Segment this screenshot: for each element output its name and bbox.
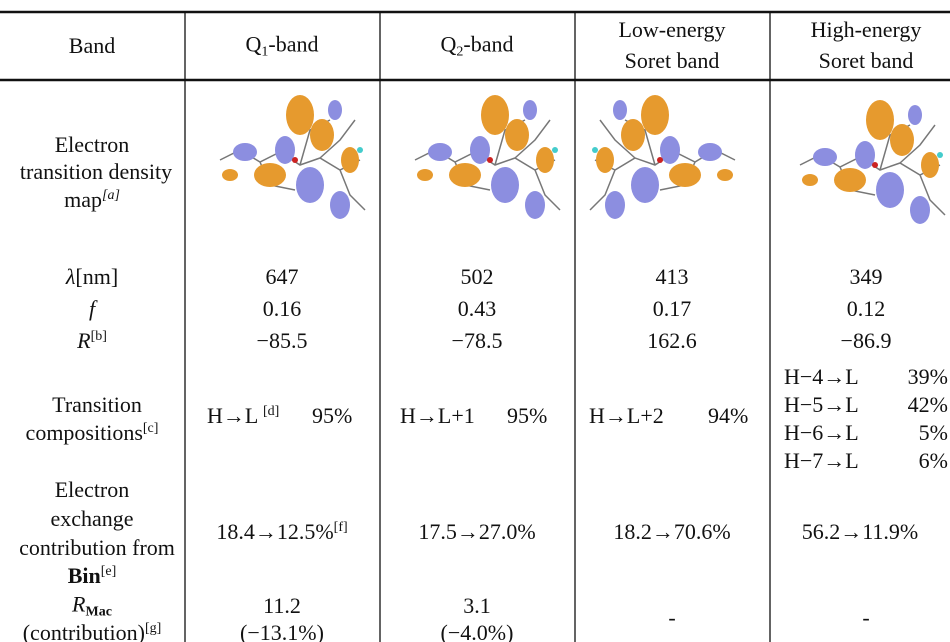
cell: 0.12 [847, 296, 886, 322]
cell: H−6→L [784, 420, 859, 446]
cell: 6% [919, 448, 948, 474]
row-label: (contribution)[g] [23, 620, 162, 642]
row-label: Transition [52, 392, 142, 418]
header-cell: Q1-band [246, 32, 319, 61]
cell: −85.5 [257, 328, 308, 354]
cell: 95% [507, 403, 547, 429]
row-label: transition density [20, 159, 172, 185]
header-cell: Soret band [625, 48, 720, 74]
cell: 5% [919, 420, 948, 446]
cell: 56.2→11.9% [802, 519, 919, 545]
density-map [800, 100, 945, 224]
row-label: λ[nm] [66, 264, 118, 290]
density-map [590, 95, 735, 219]
cell: 11.2 [263, 593, 301, 619]
cell: 349 [850, 264, 883, 290]
cell: H→L+1 [400, 403, 475, 429]
row-label: R[b] [77, 328, 107, 354]
header-cell: Band [69, 33, 115, 59]
cell: 0.16 [263, 296, 302, 322]
cell: H→L+2 [589, 403, 664, 429]
cell: (−4.0%) [441, 620, 514, 642]
row-label: Electron [55, 132, 130, 158]
cell: - [668, 605, 675, 631]
cell: H→L [d] [207, 403, 279, 429]
header-cell: Soret band [819, 48, 914, 74]
row-label: Bin[e] [68, 563, 117, 589]
row-label: compositions[c] [26, 420, 159, 446]
header-cell: Low-energy [618, 17, 725, 43]
density-map [415, 95, 560, 219]
cell: (−13.1%) [240, 620, 324, 642]
cell: −78.5 [452, 328, 503, 354]
cell: H−4→L [784, 364, 859, 390]
row-label: contribution from [19, 535, 175, 561]
row-label: map[a] [64, 187, 120, 213]
cell: 0.43 [458, 296, 497, 322]
cell: 3.1 [463, 593, 491, 619]
column-rules [185, 12, 770, 642]
cell: 18.4→12.5%[f] [216, 519, 347, 545]
cell: 162.6 [647, 328, 697, 354]
cell: 42% [908, 392, 948, 418]
row-label: RMac [72, 592, 112, 621]
cell: H−7→L [784, 448, 859, 474]
cell: - [862, 605, 869, 631]
cell: 502 [461, 264, 494, 290]
row-label: Electron [55, 477, 130, 503]
cell: 17.5→27.0% [418, 519, 535, 545]
cell: 18.2→70.6% [613, 519, 730, 545]
cell: 647 [266, 264, 299, 290]
cell: 39% [908, 364, 948, 390]
cell: 0.17 [653, 296, 692, 322]
cell: 94% [708, 403, 748, 429]
cell: H−5→L [784, 392, 859, 418]
cell: −86.9 [841, 328, 892, 354]
header-cell: High-energy [811, 17, 922, 43]
density-map [220, 95, 365, 219]
row-label: exchange [50, 506, 133, 532]
cell: 413 [656, 264, 689, 290]
row-label: f [89, 296, 95, 322]
header-cell: Q2-band [441, 32, 514, 61]
cell: 95% [312, 403, 352, 429]
table: Band Q1-band Q2-band Low-energy Soret ba… [0, 0, 950, 642]
